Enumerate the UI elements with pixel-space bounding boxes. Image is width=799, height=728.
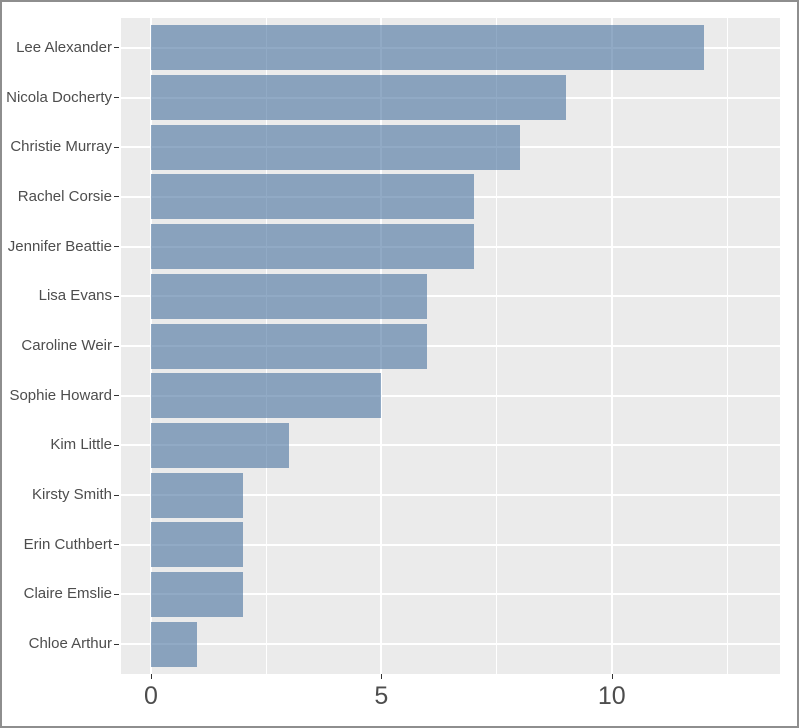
y-axis-label: Jennifer Beattie [7,237,112,255]
category-gridline [121,643,780,646]
bar [150,25,704,71]
y-axis-label: Sophie Howard [9,386,112,404]
x-tick-mark [611,674,613,679]
x-axis-label: 5 [374,682,389,710]
y-tick-mark [114,395,119,397]
y-tick-mark [114,47,119,49]
bar [150,75,566,120]
plot-panel [121,18,780,674]
y-axis-label: Rachel Corsie [17,187,112,205]
category-gridline [121,295,780,298]
y-tick-mark [114,196,119,198]
y-tick-mark [114,444,119,446]
bar [150,323,428,369]
y-axis-label: Lee Alexander [16,38,112,56]
y-axis-label: Chloe Arthur [28,635,112,653]
y-tick-mark [114,345,119,347]
bar [150,621,198,667]
y-axis-label: Kim Little [50,436,112,454]
y-tick-mark [114,593,119,595]
bar [150,273,428,319]
y-axis-label: Caroline Weir [21,337,112,354]
x-axis-label: 0 [144,682,158,710]
y-tick-mark [114,146,119,148]
y-tick-mark [114,295,119,297]
x-tick-mark [381,674,383,679]
category-gridline [121,494,780,497]
category-gridline [121,444,780,447]
bar [150,472,244,518]
y-axis-label: Christie Murray [10,138,112,156]
y-axis-label: Kirsty Smith [31,486,112,504]
category-gridline [121,593,780,596]
y-axis-label: Lisa Evans [38,287,112,305]
x-tick-mark [150,674,152,679]
bar [150,422,290,468]
category-gridline [121,394,780,397]
category-gridline [121,345,780,347]
y-tick-mark [114,643,119,645]
bar [150,373,382,419]
bar [150,174,474,220]
x-axis-label: 10 [597,682,626,710]
y-axis-label: Claire Emslie [23,585,112,603]
y-tick-mark [114,246,119,248]
bar [150,224,474,270]
bar [150,522,244,568]
category-gridline [121,543,780,546]
y-tick-mark [114,544,119,546]
y-tick-mark [114,97,119,98]
bar [150,124,520,170]
y-axis-label: Erin Cuthbert [23,535,112,553]
bar [150,571,244,617]
y-tick-mark [114,494,119,496]
y-axis-label: Nicola Docherty [6,88,112,106]
